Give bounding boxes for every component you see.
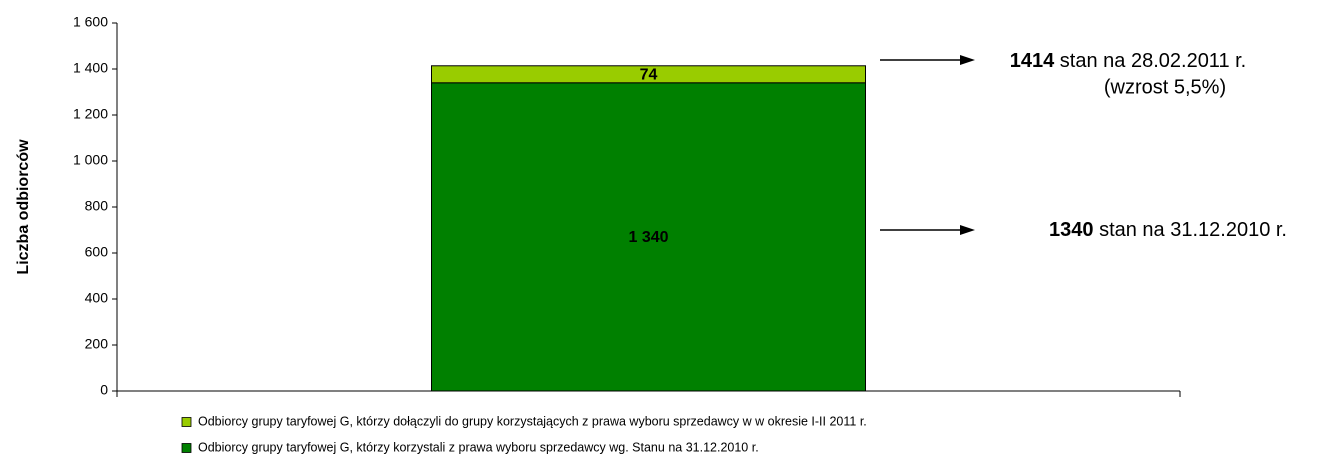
value-label: 1 340: [628, 229, 668, 246]
y-tick-label: 0: [100, 382, 108, 398]
annotation-value: 1340: [1049, 219, 1094, 241]
y-tick-label: 400: [85, 290, 109, 306]
annotation-text: stan na 31.12.2010 r.: [1099, 219, 1287, 241]
legend-swatch: [181, 417, 192, 427]
annotation: 1414 stan na 28.02.2011 r.: [1010, 50, 1247, 72]
y-tick-label: 1 200: [73, 106, 108, 122]
legend-label: Odbiorcy grupy taryfowej G, którzy dołąc…: [198, 414, 867, 428]
arrow: [880, 55, 975, 65]
y-tick-label: 200: [85, 336, 109, 352]
y-tick-label: 800: [85, 198, 109, 214]
y-tick-label: 600: [85, 244, 109, 260]
annotation-value: 1414: [1010, 50, 1055, 72]
bar-segment: [431, 65, 866, 84]
legend-swatch: [181, 443, 192, 453]
value-label: 74: [640, 67, 658, 84]
legend-label: Odbiorcy grupy taryfowej G, którzy korzy…: [198, 440, 759, 454]
y-tick-label: 1 000: [73, 152, 108, 168]
annotation: 1340 stan na 31.12.2010 r.: [1049, 219, 1287, 241]
annotation-note: (wzrost 5,5%): [1104, 76, 1226, 98]
y-tick-label: 1 400: [73, 60, 108, 76]
arrow: [880, 225, 975, 235]
y-tick-label: 1 600: [73, 14, 108, 30]
bar-segment: [431, 82, 866, 392]
annotation-text: stan na 28.02.2011 r.: [1060, 50, 1246, 72]
y-axis-label: Liczba odbiorców: [15, 139, 32, 275]
